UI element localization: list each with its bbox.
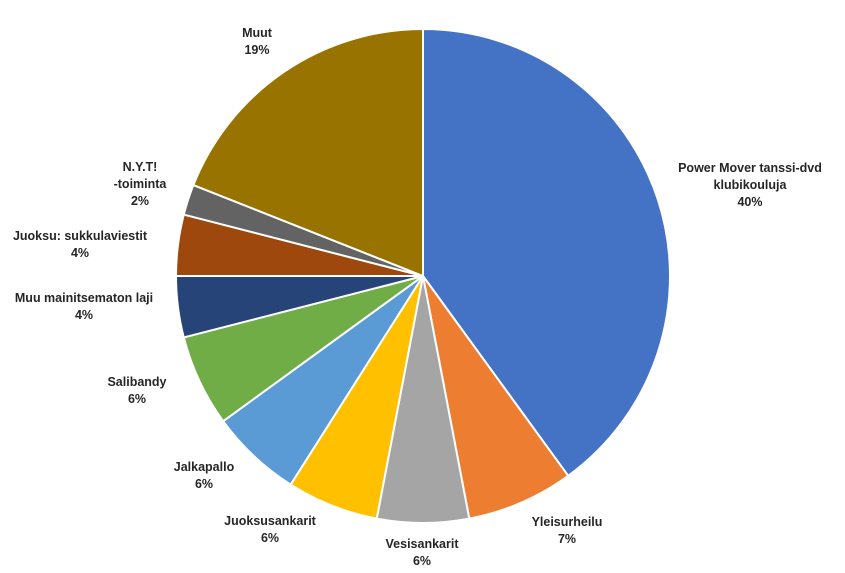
slice-category-label: Yleisurheilu [532,515,603,529]
slice-label-power-mover-tanssi-dvd-klubikouluja: Power Mover tanssi-dvd klubikouluja 40% [678,161,822,209]
slice-value-label: 2% [131,194,149,208]
pie-slices [175,28,672,524]
slice-category-label: Juoksu: sukkulaviestit [13,229,148,243]
slice-value-label: 6% [128,392,146,406]
slice-category-label: Juoksusankarit [224,514,317,528]
slice-value-label: 6% [413,554,431,568]
slice-value-label: 6% [195,477,213,491]
pie-slice-muut [192,28,424,277]
slice-label-jalkapallo: Jalkapallo 6% [174,460,235,491]
slice-label-salibandy: Salibandy 6% [107,375,166,406]
slice-label-yleisurheilu: Yleisurheilu 7% [532,515,603,546]
slice-value-label: 4% [75,308,93,322]
slice-category-label: Salibandy [107,375,166,389]
slice-category-label: Power Mover tanssi-dvd [678,161,822,175]
slice-value-label: 19% [244,43,269,57]
slice-label-juoksu-sukkulaviestit: Juoksu: sukkulaviestit 4% [13,229,148,260]
slice-category-label: -toiminta [114,177,168,191]
slice-category-label: Muut [242,26,273,40]
slice-category-label: Vesisankarit [386,537,460,551]
slice-label-juoksusankarit: Juoksusankarit 6% [224,514,317,545]
slice-label-muu-mainitsematon-laji: Muu mainitsematon laji 4% [15,291,153,322]
slice-value-label: 6% [261,531,279,545]
slice-value-label: 4% [71,246,89,260]
pie-slice-yleisurheilu [422,275,570,520]
slice-label-vesisankarit: Vesisankarit 6% [386,537,460,568]
slice-label-muut: Muut 19% [242,26,273,57]
slice-value-label: 7% [558,532,576,546]
slice-category-label: Muu mainitsematon laji [15,291,153,305]
pie-labels: Power Mover tanssi-dvd klubikouluja 40% Yle… [13,26,822,568]
slice-label-n-y-t-toiminta: N.Y.T! -toiminta 2% [114,160,168,208]
slice-category-label: N.Y.T! [123,160,158,174]
pie-slice-power-mover-tanssi-dvd-klubikouluja [422,28,672,477]
slice-category-label: Jalkapallo [174,460,235,474]
slice-category-label: klubikouluja [714,178,788,192]
slice-value-label: 40% [737,195,762,209]
